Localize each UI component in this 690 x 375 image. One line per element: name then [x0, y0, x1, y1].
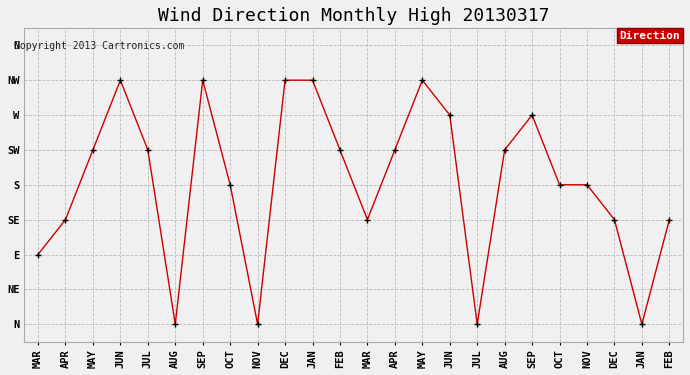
Text: Copyright 2013 Cartronics.com: Copyright 2013 Cartronics.com [14, 41, 184, 51]
Text: Direction: Direction [620, 31, 680, 40]
Title: Wind Direction Monthly High 20130317: Wind Direction Monthly High 20130317 [158, 7, 549, 25]
